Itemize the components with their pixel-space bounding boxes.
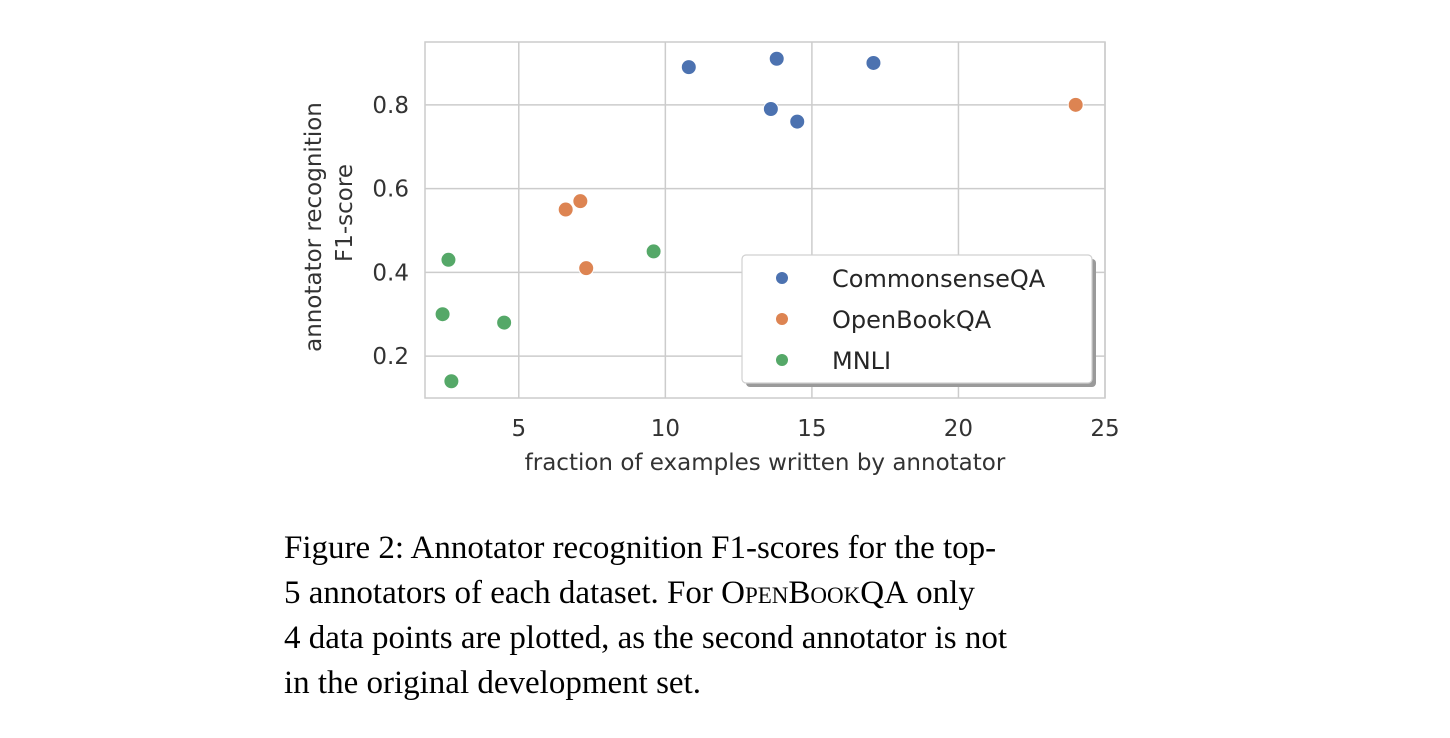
scatter-chart: 5 10 15 20 25 0.2 0.4 0.6 0.8 fraction of exampl… xyxy=(301,41,1120,476)
tick-labels: 5 10 15 20 25 0.2 0.4 0.6 0.8 xyxy=(372,93,1119,442)
point-openbookqa xyxy=(557,201,574,218)
x-tick-label: 10 xyxy=(651,416,680,442)
x-tick-label: 20 xyxy=(944,416,973,442)
x-tick-label: 5 xyxy=(511,416,526,442)
y-tick-label: 0.2 xyxy=(372,344,409,370)
caption-line-2-post: only xyxy=(907,575,975,611)
point-openbookqa xyxy=(578,260,595,277)
point-mnli xyxy=(496,314,513,331)
legend-label-mnli: MNLI xyxy=(832,347,891,375)
legend-marker-openbookqa xyxy=(776,313,788,325)
point-mnli xyxy=(645,243,662,260)
point-commonsenseqa xyxy=(680,59,697,76)
point-commonsenseqa xyxy=(768,50,785,67)
caption-dataset-name: OpenBookQA xyxy=(721,575,908,611)
caption-line-3: 4 data points are plotted, as the second… xyxy=(284,620,1008,656)
caption-label: Figure 2: xyxy=(284,530,405,566)
legend-label-openbookqa: OpenBookQA xyxy=(832,306,992,334)
point-commonsenseqa xyxy=(762,101,779,118)
point-openbookqa xyxy=(572,193,589,210)
y-tick-label: 0.6 xyxy=(372,177,409,203)
caption-line-1-text: Annotator recognition F1-scores for the … xyxy=(410,530,997,566)
point-openbookqa xyxy=(1067,96,1084,113)
legend-marker-commonsenseqa xyxy=(776,272,788,284)
x-tick-label: 25 xyxy=(1090,416,1119,442)
x-axis-label: fraction of examples written by annotato… xyxy=(525,450,1006,476)
point-mnli xyxy=(434,306,451,323)
point-mnli xyxy=(443,373,460,390)
plot-frame xyxy=(424,41,1106,399)
caption-line-1: Figure 2: Annotator recognition F1-score… xyxy=(284,526,1164,571)
legend-label-commonsenseqa: CommonsenseQA xyxy=(832,265,1046,293)
point-commonsenseqa xyxy=(789,113,806,130)
figure-caption: Figure 2: Annotator recognition F1-score… xyxy=(284,526,1164,706)
caption-line-2: 5 annotators of each dataset. For OpenBo… xyxy=(284,571,1164,616)
y-axis-label-line1: annotator recognition xyxy=(301,102,327,352)
y-tick-label: 0.4 xyxy=(372,260,409,286)
legend-marker-mnli xyxy=(776,354,788,366)
legend: CommonsenseQA OpenBookQA MNLI xyxy=(741,254,1096,387)
y-tick-label: 0.8 xyxy=(372,93,409,119)
caption-line-4: in the original development set. xyxy=(284,665,701,701)
point-mnli xyxy=(440,251,457,268)
x-tick-label: 15 xyxy=(797,416,826,442)
caption-line-2-pre: 5 annotators of each dataset. For xyxy=(284,575,722,611)
point-commonsenseqa xyxy=(865,54,882,71)
legend-box xyxy=(741,254,1093,384)
data-points xyxy=(434,50,1084,390)
y-axis-label-line2: F1-score xyxy=(332,164,358,262)
